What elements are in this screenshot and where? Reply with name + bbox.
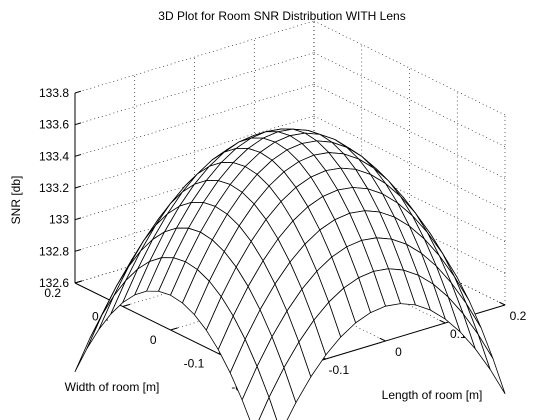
y-tick-mark [122,303,131,307]
grid-line [313,20,506,116]
z-tick-mark [74,122,82,126]
y-tick-label: -0.1 [184,357,205,371]
surface-cell [258,396,278,420]
surface-cell [477,333,506,395]
grid-line [74,52,315,125]
z-tick-label: 133.2 [39,181,69,195]
x-tick-mark [439,319,446,324]
z-tick-mark [74,217,82,221]
y-axis-label: Width of room [m] [65,380,160,394]
surface-cell [98,280,127,330]
z-tick-label: 133 [49,213,69,227]
z-tick-mark [74,249,82,252]
chart-title: 3D Plot for Room SNR Distribution WITH L… [158,9,405,23]
y-tick-label: 0.2 [44,286,61,300]
z-tick-label: 133.6 [39,118,69,132]
z-tick-mark [74,185,82,189]
x-tick-mark [499,301,506,306]
z-tick-mark [74,154,82,157]
z-tick-label: 133.8 [39,86,69,100]
surface-mesh [74,128,506,420]
x-tick-label: -0.1 [328,363,349,377]
grid-line [74,20,315,94]
z-tick-mark [74,280,82,284]
x-tick-mark [379,337,386,342]
z-tick-label: 132.8 [39,244,69,258]
z-tick-mark [74,90,82,94]
x-tick-label: 0 [395,345,402,359]
z-tick-label: 133.4 [39,149,69,163]
y-tick-label: 0 [150,333,157,347]
grid-line [74,84,315,157]
grid-line [313,52,506,147]
z-axis-label: SNR [db] [9,176,23,225]
surface-cell [86,295,115,350]
x-tick-label: 0.2 [510,309,527,323]
grid-line [74,115,315,189]
y-tick-mark [170,327,178,331]
x-axis-label: Length of room [m] [382,388,483,402]
z-tick-label: 132.6 [39,276,69,290]
